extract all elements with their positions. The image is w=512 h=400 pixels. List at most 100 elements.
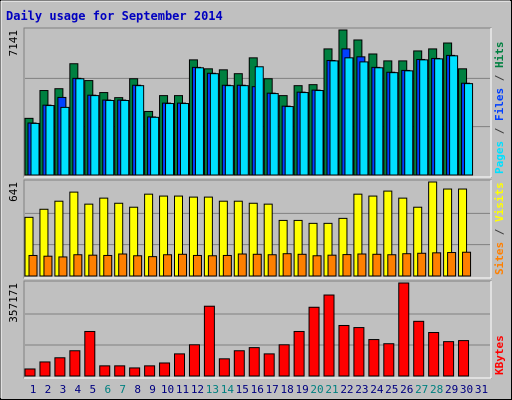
bar [148,256,158,277]
legend: Pages / Files / Hits [493,42,506,175]
bar [419,59,429,176]
bar [267,254,277,277]
x-tick-label: 28 [430,383,443,396]
bar [178,253,187,277]
x-tick-label: 9 [149,383,156,396]
x-tick-label: 6 [104,383,111,396]
bar [248,347,260,377]
bar [252,253,262,277]
bar [458,340,470,377]
bar [222,254,232,277]
x-tick-label: 2 [45,383,52,396]
x-tick-label: 26 [400,383,413,396]
x-tick-label: 25 [385,383,398,396]
x-tick-label: 22 [340,383,353,396]
legend-separator: / [493,222,506,242]
bar [368,339,380,377]
bar [398,282,410,377]
bar [54,357,66,377]
bar [282,253,292,277]
bar [218,358,230,377]
x-tick-label: 12 [191,383,204,396]
bar [73,254,83,277]
bar [24,368,36,377]
x-tick-label: 16 [251,383,264,396]
x-tick-label: 30 [460,383,473,396]
bar [389,72,399,176]
x-tick-label: 1 [30,383,37,396]
bar [163,254,173,277]
x-tick-label: 17 [266,383,279,396]
x-tick-label: 3 [60,383,67,396]
bar [84,330,96,377]
bar [129,367,141,377]
bar [404,70,414,176]
legend-entry: Files [493,88,506,121]
x-tick-label: 29 [445,383,458,396]
bar [428,332,440,377]
bar [359,61,369,176]
bar [203,305,215,377]
bar [43,255,53,277]
bar [254,66,264,176]
x-tick-label: 15 [236,383,249,396]
x-tick-label: 27 [415,383,428,396]
bar [372,253,382,277]
bar [353,327,365,377]
bar [75,78,85,176]
bar [413,320,425,377]
x-tick-label: 19 [295,383,308,396]
bar [383,343,395,377]
bar [284,106,294,176]
bar [387,254,397,277]
y-tick-label: 357171 [7,283,20,323]
x-tick-label: 20 [310,383,323,396]
bar [174,353,185,377]
bar [69,350,81,377]
bar [297,253,307,277]
bar [329,60,339,176]
legend-separator: / [493,121,506,141]
bar [30,122,40,176]
bar [327,254,337,277]
x-tick-label: 18 [281,383,294,396]
bar [432,252,442,277]
bar [449,55,459,176]
bar [60,106,70,176]
legend-entry: KBytes [493,335,506,375]
bar [233,350,245,377]
bar [88,254,98,277]
bar [209,73,219,176]
bar [39,361,51,377]
bar [402,253,412,277]
legend-entry: Visits [493,182,506,222]
bar [28,254,38,277]
bar [239,85,249,176]
legend-entry: Hits [493,42,506,69]
x-tick-label: 11 [176,383,189,396]
bar [323,294,335,377]
bar [224,85,234,176]
bar [344,57,354,176]
bar [278,344,290,377]
legend-entry: Sites [493,242,506,275]
legend-entry: Pages [493,141,506,174]
bar [263,353,275,377]
bar [159,362,171,377]
legend-separator: / [493,68,506,88]
bar [308,306,320,377]
bar [165,103,175,176]
bar [434,58,444,176]
bar [443,341,455,377]
bar [464,83,474,176]
bar [144,365,156,377]
x-tick-label: 10 [161,383,174,396]
bar [338,324,350,377]
bar [299,92,309,176]
bar [105,99,115,176]
x-tick-label: 13 [206,383,219,396]
x-tick-label: 24 [370,383,384,396]
bar [357,253,367,277]
bar [447,252,457,277]
